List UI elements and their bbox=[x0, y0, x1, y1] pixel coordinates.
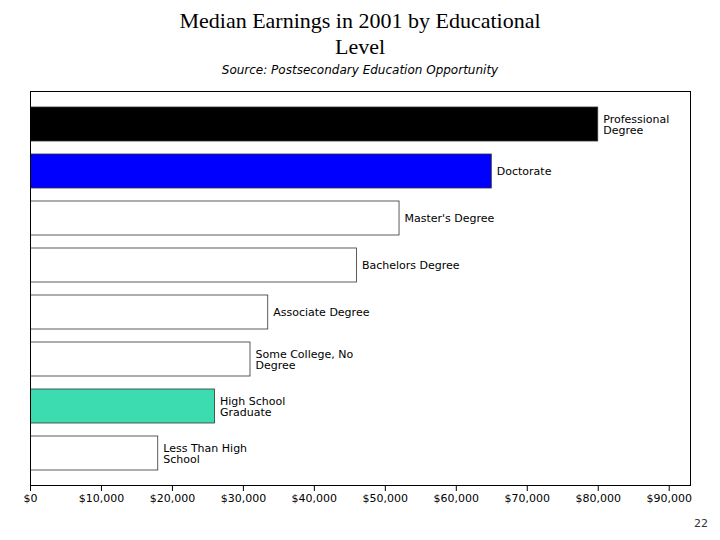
svg-text:Bachelors Degree: Bachelors Degree bbox=[362, 259, 460, 272]
svg-text:Doctorate: Doctorate bbox=[497, 165, 552, 178]
html-text:Median Earnings in 2001 by Edu: Median Earnings in 2001 by Educational L… bbox=[179, 8, 541, 60]
svg-text:Less Than HighSchool: Less Than HighSchool bbox=[163, 441, 247, 465]
svg-text:$30,000: $30,000 bbox=[221, 492, 267, 505]
svg-text:$40,000: $40,000 bbox=[292, 492, 338, 505]
svg-text:ProfessionalDegree: ProfessionalDegree bbox=[603, 112, 669, 136]
html-text:Source: Postsecondary Educatio: Source: Postsecondary Education Opportun… bbox=[221, 62, 499, 77]
svg-text:$80,000: $80,000 bbox=[575, 492, 621, 505]
svg-text:$20,000: $20,000 bbox=[150, 492, 196, 505]
svg-text:$10,000: $10,000 bbox=[79, 492, 125, 505]
svg-text:Master's Degree: Master's Degree bbox=[405, 212, 495, 225]
svg-text:$0: $0 bbox=[24, 492, 38, 505]
svg-text:Some College, NoDegree: Some College, NoDegree bbox=[256, 347, 354, 371]
svg-text:Associate Degree: Associate Degree bbox=[273, 306, 369, 319]
svg-text:$60,000: $60,000 bbox=[434, 492, 480, 505]
svg-text:$90,000: $90,000 bbox=[646, 492, 692, 505]
svg-text:High SchoolGraduate: High SchoolGraduate bbox=[220, 394, 285, 418]
html-text:22: 22 bbox=[694, 516, 708, 530]
svg-text:$70,000: $70,000 bbox=[505, 492, 551, 505]
svg-text:$50,000: $50,000 bbox=[363, 492, 409, 505]
